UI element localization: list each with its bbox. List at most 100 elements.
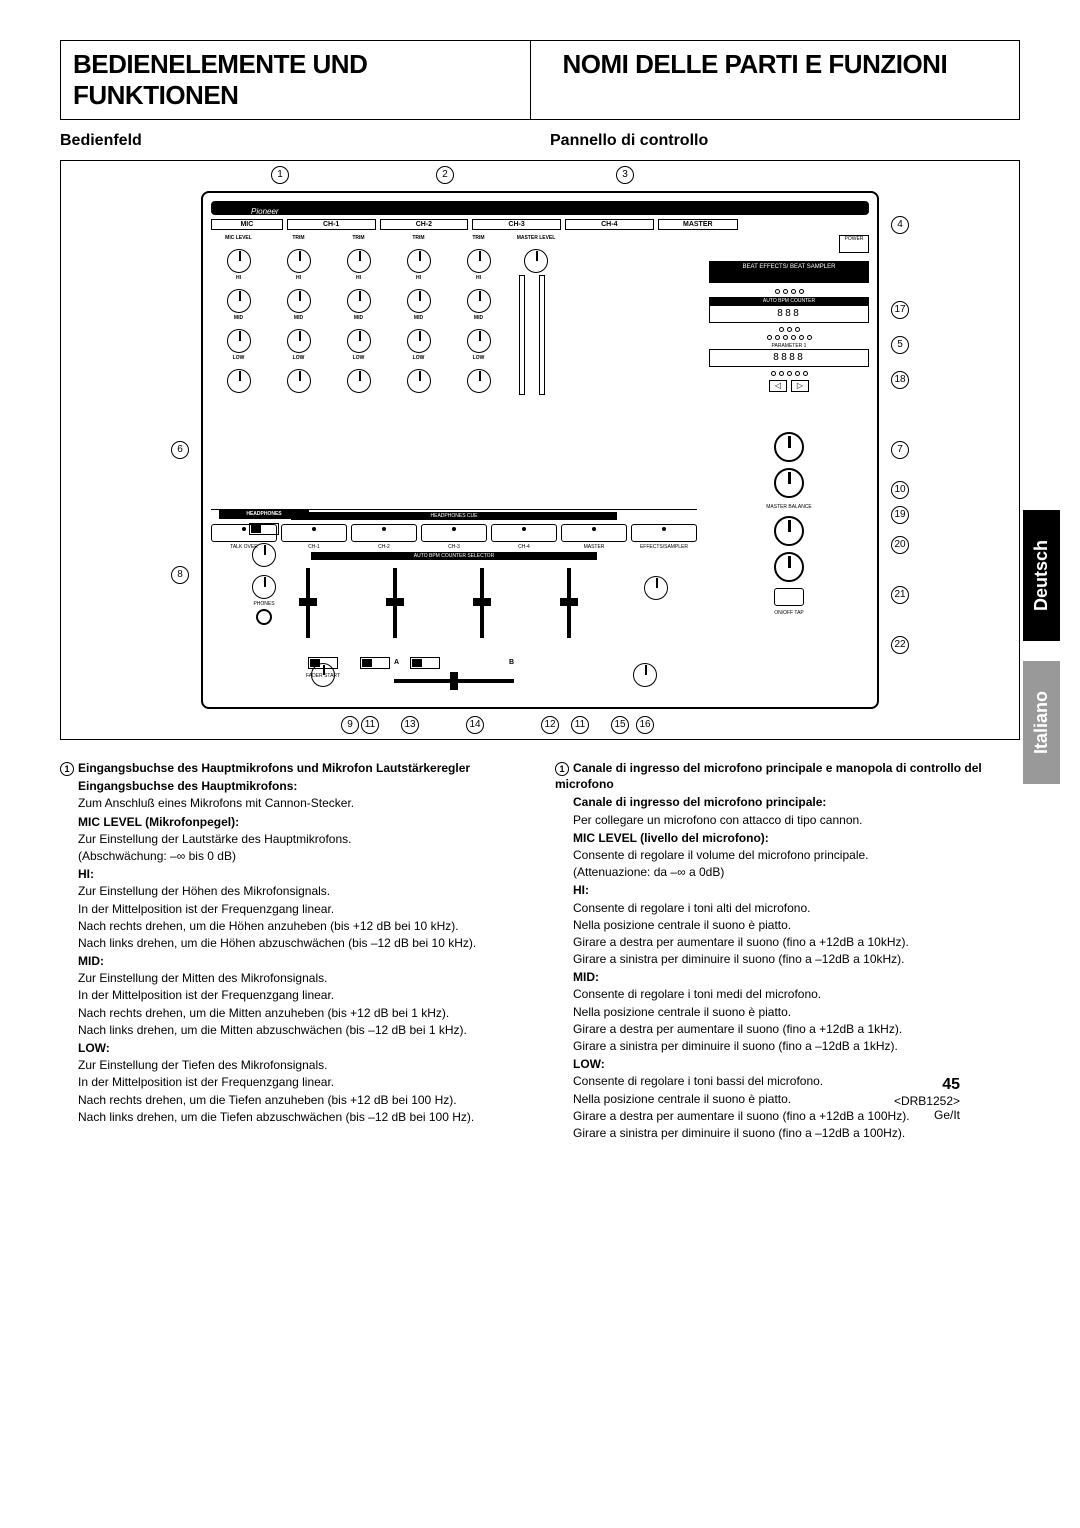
- column-de: 1 Eingangsbuchse des Hauptmikrofons und M…: [60, 760, 525, 1142]
- footer: 45 <DRB1252> Ge/It: [894, 1076, 960, 1122]
- it-s5: LOW:: [573, 1056, 1020, 1072]
- header-row: BEDIENELEMENTE UND FUNKTIONEN NOMI DELLE…: [60, 40, 1020, 120]
- callout-18: 18: [891, 371, 909, 389]
- callout-11a: 11: [361, 716, 379, 734]
- title-it: NOMI DELLE PARTI E FUNZIONI: [563, 49, 1008, 80]
- it-p4d: Girare a sinistra per diminuire il suono…: [573, 1038, 1020, 1054]
- cue-ch4: [491, 524, 557, 542]
- cue-ch3: [421, 524, 487, 542]
- de-p4c: Nach rechts drehen, um die Mitten anzuhe…: [78, 1005, 525, 1021]
- it-s3: HI:: [573, 882, 1020, 898]
- callout-9: 9: [341, 716, 359, 734]
- de-p4b: In der Mittelposition ist der Frequenzga…: [78, 987, 525, 1003]
- ch-1: CH-1: [287, 219, 376, 230]
- it-p2a: Consente di regolare il volume del micro…: [573, 847, 1020, 863]
- beat-right: ▷: [791, 380, 809, 392]
- ch-master: MASTER: [658, 219, 738, 230]
- effects-panel: POWER BEAT EFFECTS/ BEAT SAMPLER AUTO BP…: [709, 235, 869, 699]
- it-p1: Per collegare un microfono con attacco d…: [573, 812, 1020, 828]
- param-display: 8888: [709, 349, 869, 367]
- de-p3b: In der Mittelposition ist der Frequenzga…: [78, 901, 525, 917]
- de-s4: MID:: [78, 953, 525, 969]
- it-p3c: Girare a destra per aumentare il suono (…: [573, 934, 1020, 950]
- it-p4c: Girare a destra per aumentare il suono (…: [573, 1021, 1020, 1037]
- callout-17: 17: [891, 301, 909, 319]
- de-p2a: Zur Einstellung der Lautstärke des Haupt…: [78, 831, 525, 847]
- ch-mic: MIC: [211, 219, 283, 230]
- beat-effects-label: BEAT EFFECTS/ BEAT SAMPLER: [709, 261, 869, 283]
- header-left: BEDIENELEMENTE UND FUNKTIONEN: [61, 41, 531, 119]
- num-1-it: 1: [555, 762, 569, 776]
- lang-code: Ge/It: [894, 1108, 960, 1122]
- it-p4b: Nella posizione centrale il suono è piat…: [573, 1004, 1020, 1020]
- tab-deutsch: Deutsch: [1023, 510, 1060, 641]
- fader-section: HEADPHONES CUE TALK OVER CH-1 CH-2 CH-3 …: [211, 509, 697, 699]
- num-1-de: 1: [60, 762, 74, 776]
- channel-faders: [266, 568, 697, 648]
- callout-22: 22: [891, 636, 909, 654]
- it-p3a: Consente di regolare i toni alti del mic…: [573, 900, 1020, 916]
- ch-4: CH-4: [565, 219, 654, 230]
- cf-assign-a: [311, 663, 335, 687]
- effect-select-knob: [774, 432, 804, 462]
- de-s1: Eingangsbuchse des Hauptmikrofons:: [78, 778, 525, 794]
- it-title-1: Canale di ingresso del microfono princip…: [555, 761, 982, 791]
- cue-ch2: [351, 524, 417, 542]
- low-label: LOW: [211, 355, 266, 361]
- de-s5: LOW:: [78, 1040, 525, 1056]
- it-p4a: Consente di regolare i toni medi del mic…: [573, 986, 1020, 1002]
- cf-assign-b: [633, 663, 657, 687]
- brand-text: Pioneer: [211, 205, 319, 218]
- callout-1: 1: [271, 166, 289, 184]
- mid-label: MID: [211, 315, 266, 321]
- callout-11b: 11: [571, 716, 589, 734]
- callout-13: 13: [401, 716, 419, 734]
- de-s2: MIC LEVEL (Mikrofonpegel):: [78, 814, 525, 830]
- subheader-row: Bedienfeld Pannello di controllo: [60, 132, 1020, 150]
- mic-hi-knob: [227, 289, 251, 313]
- hi-label: HI: [211, 275, 266, 281]
- brand-bar: Pioneer: [211, 201, 869, 215]
- callout-10: 10: [891, 481, 909, 499]
- de-p4a: Zur Einstellung der Mitten des Mikrofons…: [78, 970, 525, 986]
- sub-it: Pannello di controllo: [550, 132, 1020, 150]
- mixer-diagram: 1 2 3 4 17 5 18 6 7 10 19 20 8 21 22 9 1…: [60, 160, 1020, 740]
- mic-mid-knob: [227, 329, 251, 353]
- sub-de: Bedienfeld: [60, 132, 530, 150]
- depth-knob: [774, 552, 804, 582]
- auto-bpm-label: AUTO BPM COUNTER: [709, 297, 869, 305]
- cue-effects: [631, 524, 697, 542]
- page-number: 45: [894, 1076, 960, 1094]
- callout-12: 12: [541, 716, 559, 734]
- it-s1: Canale di ingresso del microfono princip…: [573, 794, 1020, 810]
- mic-low-knob: [227, 369, 251, 393]
- title-de: BEDIENELEMENTE UND FUNKTIONEN: [73, 49, 518, 111]
- crossfader: AB: [394, 659, 514, 689]
- knob-area: MIC LEVEL HI MID LOW TRIM HI MID LOW TRI…: [211, 235, 697, 507]
- de-p3a: Zur Einstellung der Höhen des Mikrofonsi…: [78, 883, 525, 899]
- callout-5: 5: [891, 336, 909, 354]
- booth-knob: [644, 576, 668, 600]
- mic-level-label: MIC LEVEL: [211, 235, 266, 241]
- callout-7: 7: [891, 441, 909, 459]
- callout-4: 4: [891, 216, 909, 234]
- header-right: NOMI DELLE PARTI E FUNZIONI: [551, 41, 1020, 119]
- ch-3: CH-3: [472, 219, 561, 230]
- it-p3b: Nella posizione centrale il suono è piat…: [573, 917, 1020, 933]
- it-s4: MID:: [573, 969, 1020, 985]
- de-p1: Zum Anschluß eines Mikrofons mit Cannon-…: [78, 795, 525, 811]
- de-p5c: Nach rechts drehen, um die Tiefen anzuhe…: [78, 1092, 525, 1108]
- de-p3d: Nach links drehen, um die Höhen abzuschw…: [78, 935, 525, 951]
- de-p2b: (Abschwächung: –∞ bis 0 dB): [78, 848, 525, 864]
- it-p3d: Girare a sinistra per diminuire il suono…: [573, 951, 1020, 967]
- bpm-display: 888: [709, 305, 869, 323]
- callout-16: 16: [636, 716, 654, 734]
- mic-level-knob: [227, 249, 251, 273]
- de-title-1: Eingangsbuchse des Hauptmikrofons und Mi…: [78, 761, 470, 775]
- ch-select-knob: [774, 468, 804, 498]
- text-columns: 1 Eingangsbuchse des Hauptmikrofons und M…: [60, 760, 1020, 1142]
- callout-19: 19: [891, 506, 909, 524]
- de-p5d: Nach links drehen, um die Tiefen abzusch…: [78, 1109, 525, 1125]
- power-switch: POWER: [839, 235, 869, 253]
- de-s3: HI:: [78, 866, 525, 882]
